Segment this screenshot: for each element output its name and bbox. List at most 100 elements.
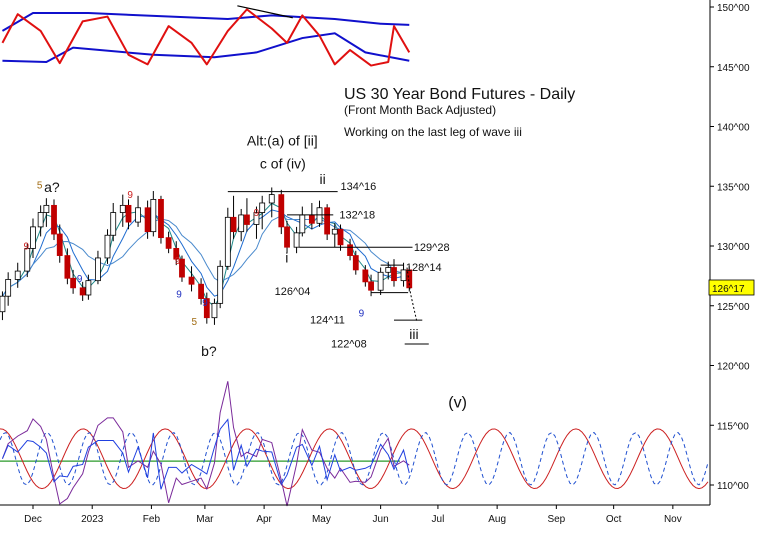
candle-body: [104, 234, 111, 259]
candle-body: [293, 232, 300, 248]
wave-label: 134^16: [341, 181, 377, 193]
wave-label: 9: [23, 242, 29, 253]
candle-body: [352, 255, 359, 271]
last-price-badge: [708, 279, 755, 296]
wave-label: 132^18: [339, 210, 375, 222]
candle-body: [211, 302, 218, 319]
candle-body: [284, 226, 290, 248]
candle-body: [30, 226, 36, 249]
x-tick-label: Jul: [432, 514, 445, 525]
candle-body: [119, 204, 126, 213]
x-tick-label: Nov: [664, 514, 682, 525]
y-tick-label: 120^00: [717, 362, 750, 373]
candle-body: [110, 212, 117, 236]
candle-body: [377, 271, 384, 291]
chart-title: US 30 Year Bond Futures - Daily: [344, 86, 575, 103]
candle-body: [316, 207, 323, 224]
candle-body: [385, 267, 392, 273]
fast-oscillator-line: [1, 418, 410, 490]
wave-label: Alt:(a) of [ii]: [247, 133, 318, 149]
x-tick-label: Mar: [196, 514, 214, 525]
wave-label: a?: [44, 179, 60, 195]
candle-body: [324, 207, 331, 235]
last-price-label: 126^17: [712, 284, 745, 295]
wave-label: 128^14: [406, 262, 442, 274]
candle-body: [198, 283, 204, 299]
x-tick-label: Feb: [143, 514, 161, 525]
x-tick-label: May: [312, 514, 331, 525]
wave-label: i: [285, 250, 288, 266]
chart-note: Working on the last leg of wave iii: [344, 125, 522, 139]
cycle-wave-line: [0, 431, 709, 486]
candle-body: [347, 244, 353, 256]
candle-body: [188, 276, 195, 285]
candle-body: [0, 295, 6, 313]
candle-body: [259, 202, 266, 213]
cycle-wave-line: [0, 428, 709, 490]
wave-label: (v): [448, 394, 467, 411]
candle-body: [51, 204, 57, 235]
candle-body: [43, 204, 50, 213]
candle-body: [368, 281, 374, 291]
chart-subtitle: (Front Month Back Adjusted): [344, 103, 496, 117]
projection-path: [406, 267, 418, 323]
candle-body: [203, 298, 210, 319]
candle-body: [337, 228, 344, 246]
candle-body: [5, 279, 12, 297]
y-tick-label: 125^00: [717, 302, 750, 313]
y-tick-label: 145^00: [717, 63, 750, 74]
wave-label: 9: [359, 309, 365, 320]
y-tick-label: 130^00: [717, 242, 750, 253]
y-tick-label: 115^00: [717, 421, 749, 432]
candle-body: [244, 214, 250, 225]
candle-body: [165, 237, 172, 249]
candle-body: [268, 194, 275, 204]
candle-body: [179, 258, 185, 278]
candle-body: [217, 265, 224, 304]
candle-body: [278, 194, 285, 228]
x-tick-label: Jun: [373, 514, 389, 525]
candle-body: [14, 270, 21, 280]
wave-label: 9: [176, 289, 182, 300]
candle-body: [362, 269, 369, 283]
candle-body: [95, 257, 101, 282]
x-tick-label: Oct: [606, 514, 622, 525]
wave-label: 9: [77, 274, 83, 285]
wave-label: 9: [127, 190, 133, 201]
candle-body: [24, 247, 31, 272]
wave-label: 5: [37, 181, 43, 192]
x-tick-label: Aug: [488, 514, 506, 525]
candle-body: [391, 267, 397, 282]
y-tick-label: 140^00: [717, 123, 750, 134]
candle-body: [331, 228, 338, 235]
wave-label: b?: [201, 343, 217, 359]
wave-label: 126^04: [275, 286, 311, 298]
candle-body: [144, 207, 151, 233]
wave-label: 9: [202, 298, 208, 309]
candle-body: [173, 247, 180, 260]
wave-label: ii: [320, 171, 326, 187]
candle-body: [79, 287, 86, 296]
y-tick-label: 150^00: [717, 3, 750, 14]
candle-body: [400, 269, 407, 282]
candle-body: [238, 214, 245, 233]
wave-label: 122^08: [331, 339, 367, 351]
wave-label: 9: [254, 208, 260, 219]
wave-label: 5: [192, 317, 198, 328]
candle-body: [70, 277, 77, 289]
candle-body: [299, 214, 306, 234]
divergence-line: [237, 5, 293, 19]
oscillator-line: [1, 8, 411, 67]
upper-band-line: [1, 11, 410, 32]
candle-body: [230, 216, 237, 233]
short-oscillator-line: [1, 381, 410, 507]
wave-label: 129^28: [414, 242, 450, 254]
x-tick-label: Dec: [24, 514, 42, 525]
x-tick-label: Sep: [547, 514, 565, 525]
wave-label: 9: [175, 256, 181, 267]
y-tick-label: 110^00: [717, 481, 749, 492]
candle-body: [85, 280, 92, 296]
x-tick-label: 2023: [81, 514, 104, 525]
candle-body: [125, 204, 132, 223]
